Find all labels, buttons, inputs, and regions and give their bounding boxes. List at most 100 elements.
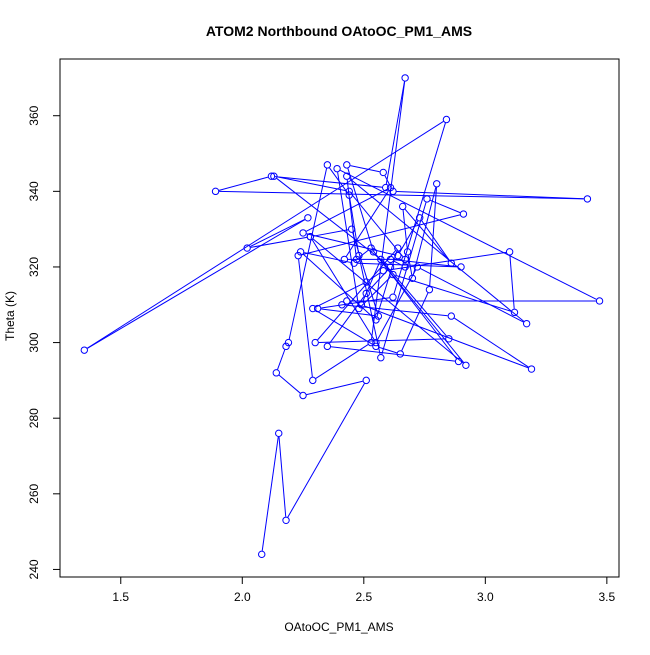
data-point [398,202,407,211]
data-point [345,191,353,199]
data-point [394,244,402,252]
data-point [294,251,302,260]
series-segment [382,261,447,337]
series-segment [87,121,444,349]
series-segment [402,209,408,249]
series-segment [277,176,346,192]
data-point [401,74,409,82]
series-segment [287,383,365,518]
series-segment [429,187,437,287]
series-segment [306,380,363,396]
data-point [379,267,387,275]
series-segment [250,236,307,248]
data-point [299,391,307,400]
data-point [416,214,424,222]
series-segment [274,176,383,188]
data-point [309,304,317,313]
x-tick-label: 3.5 [599,590,616,604]
data-point [445,335,453,343]
data-point [372,338,380,347]
data-point [447,259,455,267]
data-point [267,172,276,180]
data-point [381,183,390,192]
x-axis-label: OAtoOC_PM1_AMS [284,620,393,634]
data-point [423,195,431,203]
series-segment [401,292,429,351]
series-segment [301,214,461,256]
data-point [396,350,404,358]
data-point [296,248,305,256]
data-point [389,270,397,279]
series-segment [318,338,446,343]
data-point [394,251,402,260]
series-segment [306,233,395,256]
data-point [306,233,315,241]
data-point [386,263,395,271]
data-point [379,168,387,177]
data-point [408,274,417,282]
data-point [367,338,375,347]
data-point [299,229,307,237]
x-tick-label: 1.5 [112,590,129,604]
data-point [345,187,353,196]
series-segment [376,251,398,317]
data-point [333,164,341,173]
data-point [80,346,89,354]
data-point [462,361,470,369]
data-point [258,550,266,559]
data-point [372,316,380,324]
series-segment [250,218,305,247]
y-tick-label: 300 [27,332,41,352]
data-point [352,255,361,264]
series-segment [340,169,597,300]
series-segment [386,251,507,271]
data-point [377,255,385,264]
series-segment [454,317,529,368]
series-segment [278,436,287,517]
data-point [457,263,465,271]
y-tick-label: 320 [27,257,41,277]
data-point [282,342,290,351]
data-point [338,301,346,309]
data-point [211,187,220,196]
data-point [362,289,370,298]
x-tick-label: 2.5 [355,590,372,604]
y-tick-label: 260 [27,483,41,503]
x-tick-label: 2.0 [234,590,251,604]
data-point [522,319,531,328]
x-axis: 1.5 2.0 2.5 3.0 3.5 [112,576,616,604]
series-segment [347,168,373,249]
data-point [343,172,351,180]
data-point [374,312,383,320]
series-segment [421,220,450,261]
series-segment [379,346,397,354]
series-segment [394,259,458,268]
data-point [372,342,380,351]
data-point [340,255,349,264]
series-segment [315,309,374,345]
series-segment [384,175,392,189]
data-point [272,369,281,377]
series-points [80,74,604,559]
series-segment [349,178,525,322]
series-segment [351,193,404,257]
series-segment [298,259,313,377]
data-point [389,293,397,301]
data-point [284,338,293,347]
series-segment [377,269,416,340]
series-segment [337,172,359,306]
series-segment [306,188,388,232]
y-tick-label: 280 [27,408,41,428]
series-segment [393,260,403,266]
data-point [243,244,251,252]
series-segment [317,250,396,341]
data-point [401,263,409,271]
data-point [413,263,421,271]
data-point [595,297,604,305]
series-segment [350,165,380,173]
data-point [505,248,514,256]
series-segment [362,262,380,302]
